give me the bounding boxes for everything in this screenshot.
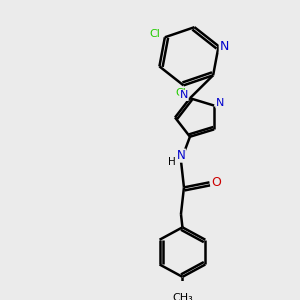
Text: O: O [211,176,221,189]
Text: Cl: Cl [149,29,160,40]
Text: N: N [177,149,185,162]
Text: N: N [219,40,229,53]
Text: N: N [180,90,188,100]
Text: Cl: Cl [175,88,186,98]
Text: H: H [168,157,176,167]
Text: CH₃: CH₃ [172,293,193,300]
Text: N: N [216,98,224,108]
